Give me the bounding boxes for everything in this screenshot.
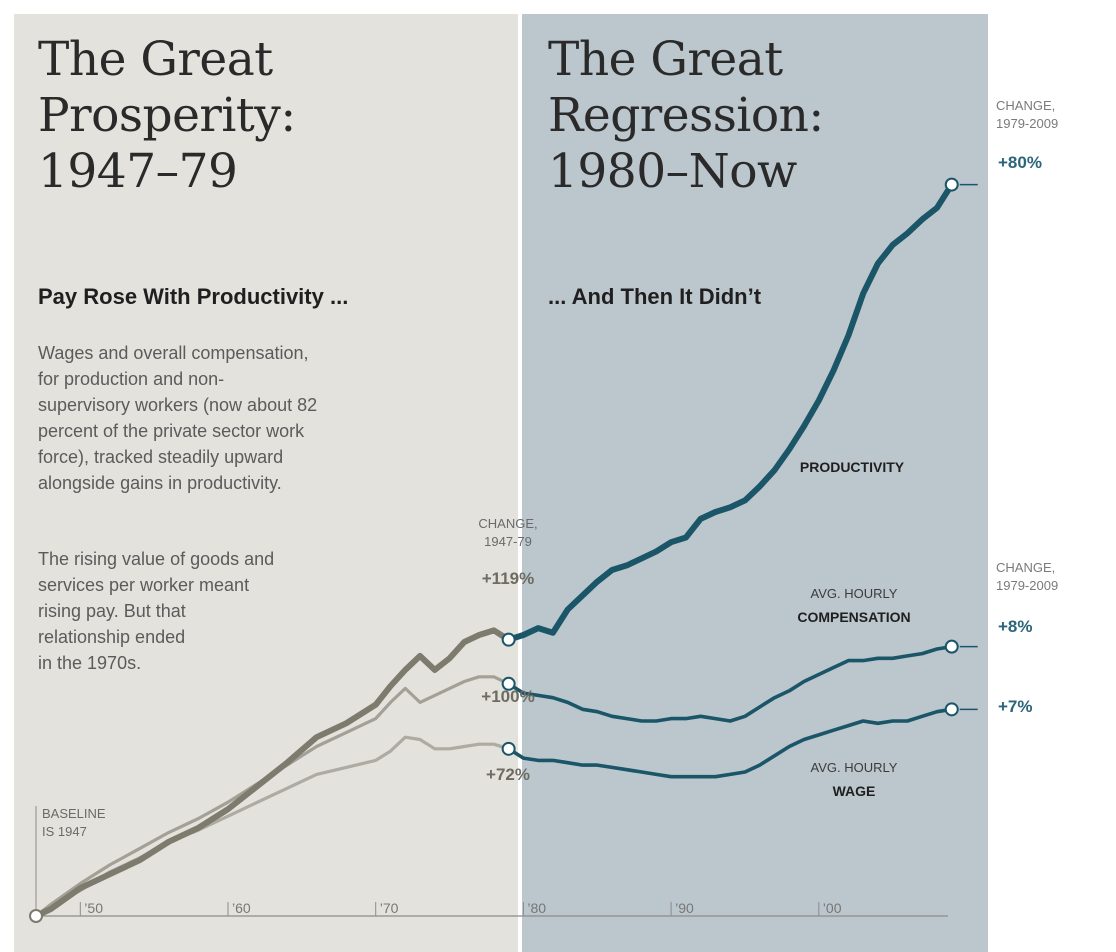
- wage-series-label-line: AVG. HOURLY: [811, 760, 898, 775]
- x-axis-tick-label: ’80: [527, 900, 546, 916]
- wage-line-1947-79: [34, 735, 511, 918]
- wage-change-1979-2009: +7%: [998, 697, 1033, 716]
- productivity-2009-marker: [944, 177, 959, 192]
- change-1979-2009-label-line: CHANGE,: [996, 98, 1055, 113]
- change-1979-2009-label-line: 1979-2009: [996, 578, 1058, 593]
- x-axis-ticks: ’50 ’60 ’70 ’80 ’90 ’00: [79, 900, 842, 916]
- paragraph-line: services per worker meant: [38, 575, 250, 595]
- series-endpoints: [29, 177, 978, 923]
- series-1947-79: [33, 627, 512, 919]
- compensation-series-label-line: AVG. HOURLY: [811, 586, 898, 601]
- paragraph-line: rising pay. But that: [38, 601, 186, 621]
- productivity-change-1979-2009: +80%: [998, 153, 1042, 172]
- change-1979-2009-label-line: CHANGE,: [996, 560, 1055, 575]
- compensation-line-1979-2009: [506, 644, 954, 723]
- baseline-label-line: BASELINE: [42, 806, 106, 821]
- paragraph-line: The rising value of goods and: [38, 549, 275, 569]
- paragraph-line: percent of the private sector work: [38, 421, 305, 441]
- baseline-origin-marker: [29, 909, 43, 923]
- productivity-change-1947-79: +119%: [482, 569, 534, 588]
- x-axis-tick-label: ’50: [84, 900, 103, 916]
- paragraph-line: alongside gains in productivity.: [38, 473, 282, 493]
- compensation-line-1947-79: [34, 675, 511, 918]
- baseline-label-line: IS 1947: [42, 824, 87, 839]
- series-1979-2009: [505, 181, 955, 779]
- productivity-line-1979-2009: [505, 181, 955, 643]
- right-headline-line: Regression:: [548, 88, 824, 143]
- productivity-series-label: PRODUCTIVITY: [800, 459, 905, 475]
- paragraph-line: supervisory workers (now about 82: [38, 395, 318, 415]
- left-headline-line: The Great: [38, 32, 273, 87]
- wage-1979-marker: [501, 741, 516, 756]
- compensation-2009-marker: [944, 639, 959, 654]
- change-1947-79-label-line: CHANGE,: [478, 516, 537, 531]
- compensation-change-1947-79: +100%: [481, 687, 534, 706]
- wage-series-label-line: WAGE: [833, 783, 876, 799]
- left-headline: The Great Prosperity: 1947–79: [38, 32, 296, 200]
- paragraph-line: Wages and overall compensation,: [38, 343, 309, 363]
- compensation-series-label-line: COMPENSATION: [797, 609, 910, 625]
- paragraph-line: force), tracked steadily upward: [38, 447, 284, 467]
- compensation-change-1979-2009: +8%: [998, 617, 1033, 636]
- right-headline-line: 1980–Now: [548, 144, 797, 199]
- wage-2009-marker: [944, 702, 959, 717]
- great-regression-panel: [522, 14, 988, 952]
- right-subhead: ... And Then It Didn’t: [548, 284, 762, 309]
- x-axis-tick-label: ’70: [380, 900, 399, 916]
- productivity-1979-marker: [501, 632, 516, 647]
- x-axis-tick-label: ’60: [232, 900, 251, 916]
- right-headline-line: The Great: [548, 32, 783, 87]
- wage-line-1979-2009: [506, 707, 954, 779]
- paragraph-line: relationship ended: [38, 627, 186, 647]
- left-headline-line: Prosperity:: [38, 88, 296, 143]
- change-1947-79-label-line: 1947-79: [484, 534, 532, 549]
- intro-paragraph: Wages and overall compensation, for prod…: [38, 340, 317, 496]
- explanation-paragraph: The rising value of goods and services p…: [38, 546, 274, 676]
- productivity-line-1947-79: [33, 627, 512, 919]
- x-axis-tick-label: ’90: [675, 900, 694, 916]
- paragraph-line: for production and non-: [38, 369, 225, 389]
- left-subhead: Pay Rose With Productivity ...: [38, 284, 349, 309]
- change-1979-2009-label-line: 1979-2009: [996, 116, 1058, 131]
- paragraph-line: in the 1970s.: [38, 653, 142, 673]
- left-headline-line: 1947–79: [38, 144, 238, 199]
- wage-change-1947-79: +72%: [486, 765, 530, 784]
- compensation-1979-marker: [501, 676, 516, 691]
- right-headline: The Great Regression: 1980–Now: [548, 32, 824, 200]
- x-axis-tick-label: ’00: [823, 900, 842, 916]
- great-prosperity-panel: [14, 14, 518, 952]
